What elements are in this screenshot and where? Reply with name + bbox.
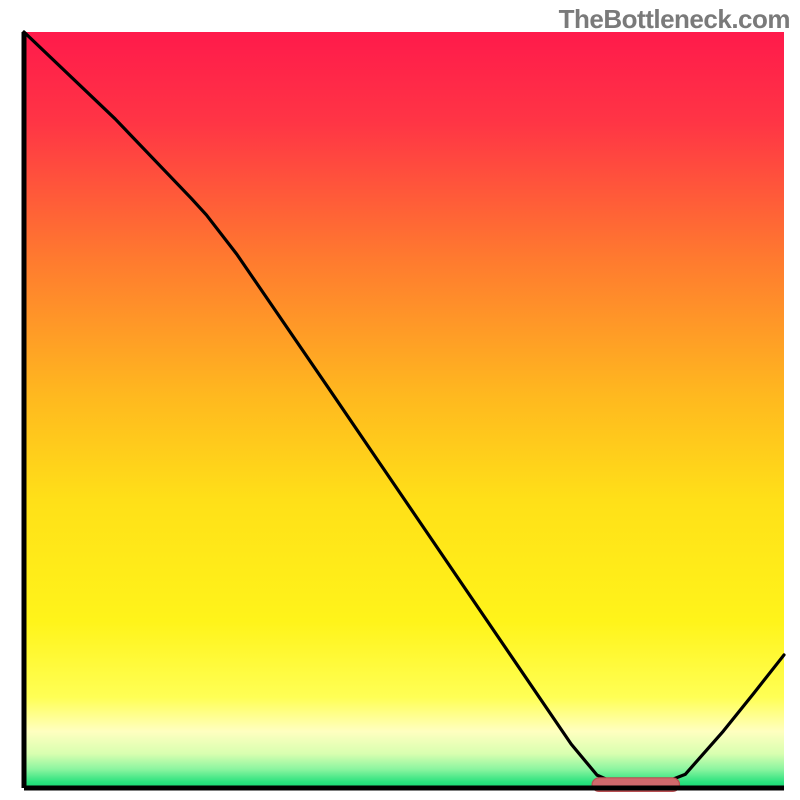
plot-background <box>24 32 784 788</box>
chart-svg <box>0 0 800 800</box>
chart-container: TheBottleneck.com <box>0 0 800 800</box>
